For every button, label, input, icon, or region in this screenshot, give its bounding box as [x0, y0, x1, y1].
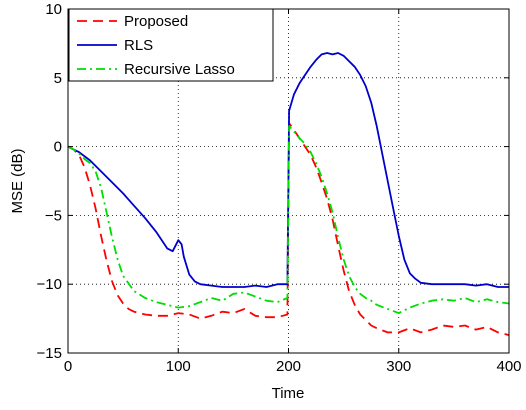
series-line-rls [67, 52, 509, 288]
y-tick-label: 5 [54, 70, 62, 87]
x-tick-label: 0 [64, 358, 72, 375]
legend-items: Proposed RLS Recursive Lasso [77, 13, 235, 78]
series-lines [67, 52, 510, 336]
legend-label: Proposed [124, 13, 188, 30]
series-line-recursive-lasso [67, 125, 510, 315]
series-line-proposed [67, 122, 510, 336]
legend-label: Recursive Lasso [124, 61, 235, 78]
x-axis-label: Time [272, 385, 305, 402]
y-tick-label: −10 [37, 276, 62, 293]
y-tick-label: −15 [37, 345, 62, 362]
y-tick-label: 0 [54, 139, 62, 156]
y-axis-label: MSE (dB) [9, 148, 26, 213]
legend-label: RLS [124, 37, 153, 54]
y-tick-label: 10 [45, 1, 62, 18]
y-tick-label: −5 [45, 207, 62, 224]
legend: Proposed RLS Recursive Lasso [68, 8, 274, 82]
x-tick-label: 400 [496, 358, 521, 375]
axis-ticks: 0 100 200 300 400 −15 −10 −5 0 5 10 [37, 1, 522, 375]
x-tick-label: 300 [386, 358, 411, 375]
x-tick-label: 100 [166, 358, 191, 375]
x-tick-label: 200 [276, 358, 301, 375]
